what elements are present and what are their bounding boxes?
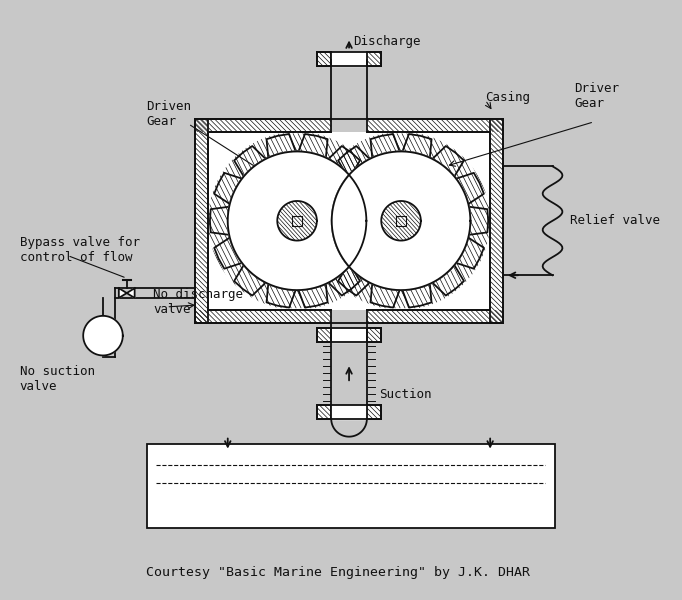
Polygon shape [331, 405, 367, 419]
Polygon shape [367, 328, 381, 341]
Polygon shape [331, 151, 471, 290]
Text: Driver
Gear: Driver Gear [574, 82, 619, 110]
Text: Casing: Casing [485, 91, 530, 104]
Polygon shape [367, 52, 381, 67]
Text: Relief valve: Relief valve [570, 214, 660, 227]
Polygon shape [195, 310, 331, 323]
Polygon shape [381, 201, 421, 241]
Text: Suction: Suction [379, 388, 431, 401]
Text: No suction
valve: No suction valve [20, 365, 95, 393]
Polygon shape [210, 134, 384, 308]
Polygon shape [228, 151, 366, 290]
Polygon shape [367, 119, 503, 131]
Polygon shape [314, 134, 488, 308]
Polygon shape [317, 52, 331, 67]
Polygon shape [210, 134, 384, 308]
Polygon shape [195, 119, 331, 131]
Polygon shape [367, 310, 503, 323]
Polygon shape [331, 52, 367, 67]
Polygon shape [119, 288, 127, 298]
Polygon shape [331, 328, 367, 341]
Polygon shape [278, 201, 317, 241]
Polygon shape [195, 119, 208, 323]
Text: Bypass valve for
control of flow: Bypass valve for control of flow [20, 236, 140, 265]
Polygon shape [490, 119, 503, 323]
Bar [147, 443, 554, 528]
Polygon shape [314, 134, 488, 308]
Text: No discharge
valve: No discharge valve [153, 288, 243, 316]
Text: Discharge: Discharge [353, 35, 421, 48]
Polygon shape [228, 151, 366, 290]
Polygon shape [317, 405, 331, 419]
Text: Courtesy "Basic Marine Engineering" by J.K. DHAR: Courtesy "Basic Marine Engineering" by J… [146, 566, 530, 579]
Polygon shape [127, 288, 134, 298]
Polygon shape [83, 316, 123, 355]
Polygon shape [331, 151, 471, 290]
Text: Driven
Gear: Driven Gear [147, 100, 192, 128]
Polygon shape [317, 328, 331, 341]
Polygon shape [367, 405, 381, 419]
Bar [208, 131, 490, 310]
